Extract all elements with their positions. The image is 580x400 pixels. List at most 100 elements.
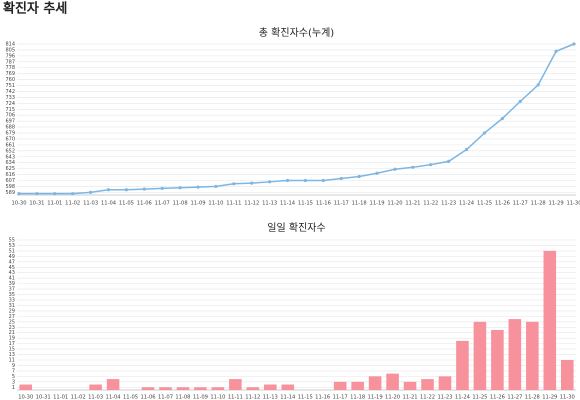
x-tick-label: 11-30 [566,201,580,207]
x-tick-label: 11-21 [403,395,418,400]
y-tick-label: 51 [9,248,15,254]
y-tick-label: 15 [9,347,15,353]
bar [526,321,539,390]
y-tick-label: 25 [9,319,15,325]
bar [106,379,120,390]
point [375,171,379,175]
x-tick-label: 11-18 [350,395,365,400]
bar [491,330,504,390]
y-tick-label: 751 [5,83,15,89]
y-tick-label: 17 [9,341,15,347]
point [321,178,325,183]
x-tick-label: 11-27 [507,395,522,400]
bar [264,384,277,390]
y-tick-label: 796 [5,53,15,59]
y-tick-label: 805 [5,47,15,53]
x-tick-label: 11-19 [370,201,385,207]
x-tick-label: 11-27 [513,201,528,207]
y-tick-label: 53 [9,243,15,249]
x-tick-label: 11-17 [333,395,348,400]
x-tick-label: 11-09 [190,201,205,207]
bar [351,381,364,390]
bar [246,387,260,390]
x-tick-label: 11-04 [106,395,122,400]
y-tick-label: 634 [5,160,15,166]
y-tick-label: 1 [12,385,15,391]
x-tick-label: 10-31 [29,201,44,207]
bar [403,381,417,390]
point [447,159,451,163]
point [214,184,218,189]
x-tick-label: 11-24 [459,201,475,207]
x-tick-label: 11-10 [208,201,223,207]
bar [560,360,574,390]
y-tick-label: 9 [12,363,15,369]
y-tick-label: 49 [9,254,15,260]
x-tick-label: 11-24 [455,395,471,400]
y-tick-label: 670 [5,136,15,142]
point [339,176,343,181]
bar [386,373,399,390]
x-tick-label: 11-08 [175,395,190,400]
x-tick-label: 11-07 [158,395,173,400]
y-tick-label: 45 [9,265,15,271]
point [518,99,522,103]
x-tick-label: 11-03 [83,201,98,207]
point [411,165,415,169]
x-tick-label: 11-20 [385,395,400,400]
x-tick-label: 11-15 [298,395,313,400]
y-tick-label: 13 [9,352,15,358]
x-tick-label: 11-06 [140,395,155,400]
point [53,192,57,196]
x-tick-label: 11-15 [298,201,313,207]
x-tick-label: 11-02 [71,395,86,400]
y-tick-label: 697 [5,119,15,125]
point [196,185,200,189]
y-tick-label: 706 [5,113,15,119]
point [232,182,236,186]
y-tick-label: 607 [5,178,15,184]
y-tick-label: 5 [12,374,15,380]
bar [229,379,242,390]
x-tick-label: 11-11 [226,201,241,207]
x-tick-label: 11-17 [334,201,349,207]
point [393,167,397,171]
x-tick-label: 11-08 [173,201,188,207]
point [554,49,558,53]
y-tick-label: 679 [5,131,15,137]
point [89,190,93,194]
y-tick-label: 33 [9,298,15,304]
y-tick-label: 661 [5,142,15,148]
point [482,131,487,135]
point [106,188,111,192]
y-tick-label: 11 [9,358,15,364]
x-tick-label: 11-10 [210,395,225,400]
point [250,181,254,185]
x-tick-label: 11-04 [101,201,117,207]
point [536,83,540,87]
y-tick-label: 733 [5,95,15,101]
bar [421,379,434,390]
point [142,187,146,191]
x-tick-label: 11-02 [65,201,80,207]
x-tick-label: 11-05 [123,395,138,400]
point [500,116,504,121]
x-tick-label: 11-06 [137,201,152,207]
y-tick-label: 688 [5,125,15,131]
y-tick-label: 37 [9,287,15,293]
x-tick-label: 11-19 [368,395,383,400]
bar [543,250,557,390]
y-tick-label: 625 [5,166,15,172]
x-tick-label: 11-30 [560,395,575,400]
bar [281,384,295,390]
y-tick-label: 21 [9,330,15,336]
x-tick-label: 11-01 [53,395,68,400]
x-tick-label: 11-29 [542,395,557,400]
bar [89,384,102,390]
y-tick-label: 39 [9,281,15,287]
x-tick-label: 11-14 [280,201,296,207]
point [178,186,182,190]
y-tick-label: 778 [5,65,15,71]
point [464,147,469,152]
y-tick-label: 23 [9,325,15,331]
